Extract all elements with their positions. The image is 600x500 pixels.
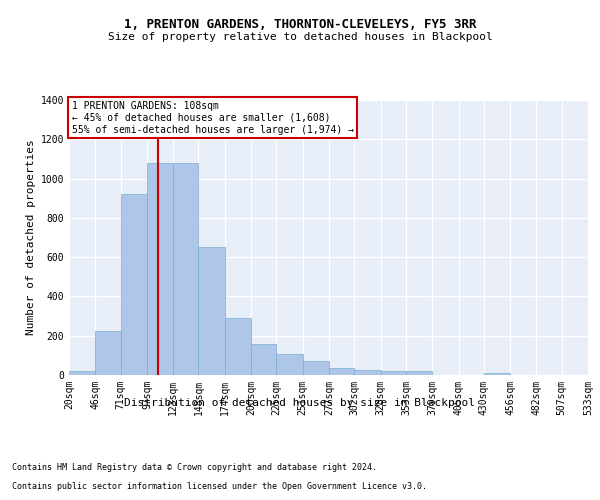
Bar [484,373,510,375]
Bar [225,318,251,375]
Bar [69,372,95,375]
Bar [303,361,329,375]
Bar [95,331,121,375]
Text: 1, PRENTON GARDENS, THORNTON-CLEVELEYS, FY5 3RR: 1, PRENTON GARDENS, THORNTON-CLEVELEYS, … [124,18,476,30]
Text: 1 PRENTON GARDENS: 108sqm
← 45% of detached houses are smaller (1,608)
55% of se: 1 PRENTON GARDENS: 108sqm ← 45% of detac… [71,102,353,134]
Bar [147,163,173,375]
Y-axis label: Number of detached properties: Number of detached properties [26,140,37,336]
Bar [121,194,147,375]
Bar [251,344,277,375]
Bar [329,368,354,375]
Text: Contains HM Land Registry data © Crown copyright and database right 2024.: Contains HM Land Registry data © Crown c… [12,464,377,472]
Bar [277,354,303,375]
Text: Distribution of detached houses by size in Blackpool: Distribution of detached houses by size … [125,398,476,407]
Text: Contains public sector information licensed under the Open Government Licence v3: Contains public sector information licen… [12,482,427,491]
Bar [173,163,199,375]
Text: Size of property relative to detached houses in Blackpool: Size of property relative to detached ho… [107,32,493,42]
Bar [354,370,380,375]
Bar [406,372,432,375]
Bar [199,248,225,375]
Bar [380,371,406,375]
